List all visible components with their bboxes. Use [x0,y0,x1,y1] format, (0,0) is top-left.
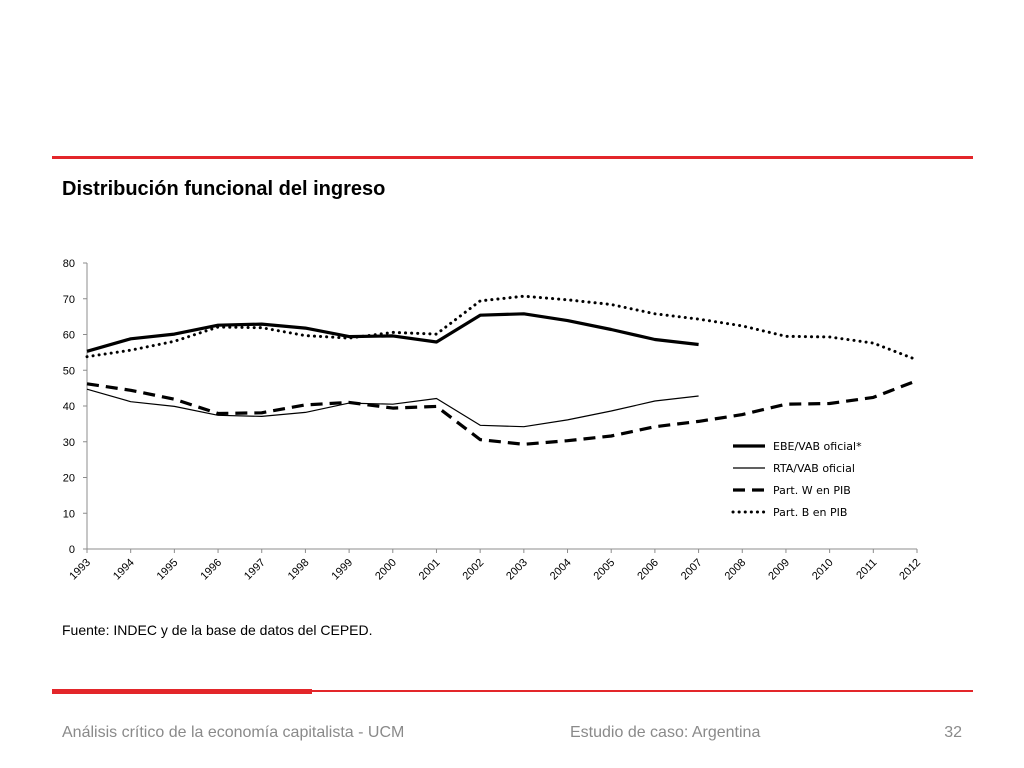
x-tick-label: 2000 [373,557,399,583]
x-tick-label: 2004 [548,557,574,583]
x-tick-label: 1994 [111,557,137,583]
y-tick-label: 0 [69,544,75,556]
y-tick-label: 80 [63,258,75,270]
x-tick-label: 1996 [198,557,224,583]
y-tick-label: 30 [63,437,75,449]
x-tick-label: 2009 [766,557,792,583]
legend-label: Part. B en PIB [773,506,847,519]
x-tick-label: 2001 [417,557,443,583]
x-tick-label: 2002 [460,557,486,583]
series-line [86,379,918,446]
bottom-divider [52,690,973,692]
legend-label: EBE/VAB oficial* [773,440,862,453]
y-tick-label: 20 [63,473,75,485]
y-tick-label: 60 [63,330,75,342]
bottom-divider-accent [52,689,312,694]
series-line [86,312,699,353]
y-tick-label: 10 [63,508,75,520]
x-tick-label: 2011 [854,557,879,582]
x-tick-label: 2006 [635,557,661,583]
x-tick-label: 2008 [723,557,749,583]
x-tick-label: 2007 [679,557,705,583]
page-title: Distribución funcional del ingreso [62,178,386,200]
series-line [86,388,699,428]
x-tick-label: 2005 [592,557,618,583]
legend-label: RTA/VAB oficial [773,462,855,475]
page-number: 32 [944,724,962,741]
x-tick-label: 2012 [897,557,923,583]
footer-section: Estudio de caso: Argentina [570,724,761,741]
series-line [85,294,919,362]
y-tick-label: 40 [63,401,75,413]
source-note: Fuente: INDEC y de la base de datos del … [62,622,373,638]
y-tick-label: 50 [63,365,75,377]
x-tick-label: 1997 [242,557,268,583]
x-tick-label: 2010 [810,557,836,583]
legend-label: Part. W en PIB [773,484,851,497]
x-tick-label: 1995 [155,557,181,583]
top-divider [52,156,973,159]
x-tick-label: 2003 [504,557,530,583]
x-tick-label: 1998 [286,557,312,583]
x-tick-label: 1999 [329,557,355,583]
x-tick-label: 1993 [67,557,93,583]
footer-course: Análisis crítico de la economía capitali… [62,724,405,741]
y-tick-label: 70 [63,294,75,306]
